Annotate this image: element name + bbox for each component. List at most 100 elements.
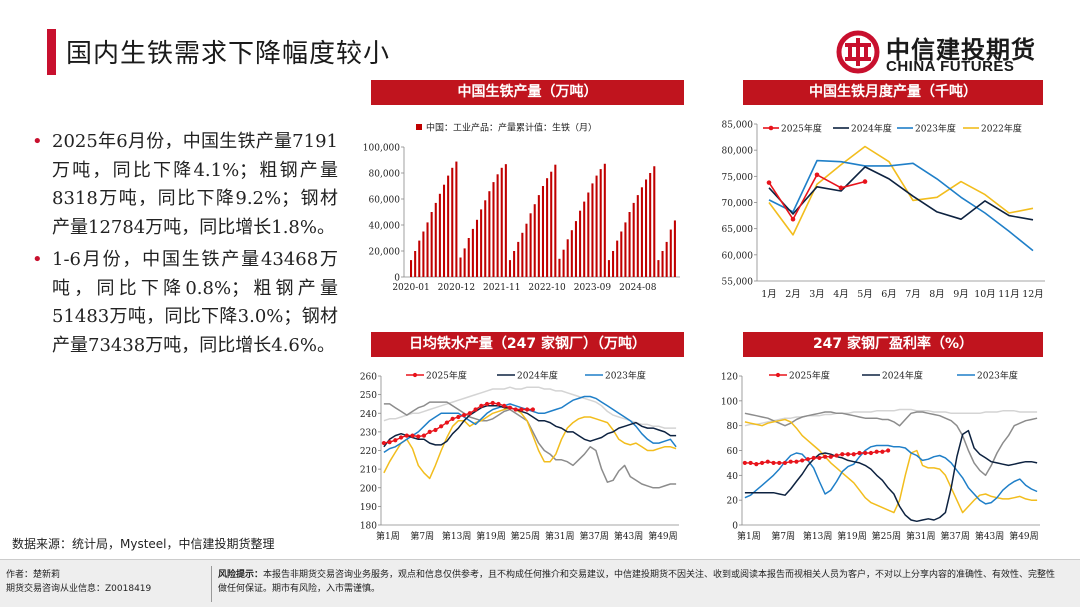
data-point (805, 457, 811, 462)
legend-marker (768, 125, 774, 131)
data-point (479, 403, 484, 408)
data-point (886, 448, 891, 453)
bar (508, 260, 512, 277)
data-point (862, 179, 868, 184)
y-tick-label: 80,000 (722, 147, 754, 157)
legend-label: 2023年度 (915, 123, 956, 135)
x-tick-label: 2月 (785, 289, 801, 300)
y-tick-label: 20,000 (369, 248, 401, 258)
x-tick-label: 第1周 (737, 530, 761, 542)
bar (541, 186, 544, 277)
y-tick-label: 220 (360, 447, 377, 457)
x-tick-label: 第31周 (906, 530, 935, 542)
bar (521, 232, 524, 277)
title-accent-bar (47, 29, 56, 75)
bar (550, 171, 553, 277)
x-tick-label: 9月 (953, 289, 969, 300)
y-tick-label: 80,000 (369, 170, 401, 180)
legend-label: 2023年度 (605, 370, 646, 382)
series-line (744, 411, 1038, 477)
bar (422, 231, 425, 277)
bar (558, 258, 561, 277)
data-point (814, 172, 820, 178)
logo-english-name: CHINA FUTURES (886, 58, 1015, 75)
x-tick-label: 第13周 (442, 530, 471, 542)
x-tick-label: 2021-11 (483, 283, 520, 293)
bar (451, 167, 454, 277)
summary-bullets: • 2025年6月份，中国生铁产量7191万吨，同比下降4.1%；粗钢产量831… (30, 128, 338, 364)
data-point (467, 411, 472, 416)
series-line (768, 166, 1034, 221)
chart-title-daily: 日均铁水产量（247 家钢厂）（万吨） (371, 332, 684, 357)
data-point (427, 429, 432, 434)
bar (579, 210, 582, 277)
data-point (788, 459, 793, 464)
y-tick-label: 40,000 (369, 222, 401, 232)
bar (562, 249, 565, 277)
bar (640, 187, 643, 277)
bar (517, 241, 520, 277)
data-point (794, 459, 799, 464)
y-tick-label: 0 (394, 274, 400, 284)
x-tick-label: 第49周 (1009, 530, 1038, 542)
series-line (768, 145, 1034, 236)
bar (533, 204, 536, 277)
bar (566, 239, 569, 277)
chart-title-monthly: 中国生铁月度产量（千吨） (743, 80, 1043, 105)
x-tick-label: 2024-08 (619, 283, 657, 293)
legend-label: 2022年度 (981, 123, 1022, 135)
bullet-dot-icon: • (32, 131, 43, 152)
bar (484, 200, 487, 277)
bar (616, 240, 619, 277)
data-point (834, 453, 839, 458)
bar (455, 161, 458, 277)
bullet-text: 1-6月份，中国生铁产量43468万吨，同比下降0.8%；粗钢产量51483万吨… (52, 249, 338, 356)
bar (475, 219, 479, 277)
data-point (513, 407, 518, 412)
data-point (790, 216, 796, 222)
data-point (857, 450, 862, 456)
data-point (484, 401, 490, 407)
bar (496, 174, 499, 277)
bullet-item: • 2025年6月份，中国生铁产量7191万吨，同比下降4.1%；粗钢产量831… (30, 128, 338, 242)
bar (603, 163, 606, 277)
data-point (519, 407, 524, 412)
data-point (502, 403, 507, 408)
data-point (880, 449, 885, 454)
series-line (744, 444, 1038, 505)
bar (669, 229, 672, 277)
series-line (383, 405, 677, 448)
bar (570, 230, 573, 277)
bar (673, 220, 676, 277)
bar (467, 238, 470, 277)
bar (612, 251, 615, 277)
series-line (383, 406, 677, 480)
bar (438, 193, 441, 277)
data-point (782, 460, 788, 466)
risk-label: 风险提示： (218, 570, 264, 580)
y-tick-label: 70,000 (722, 199, 754, 209)
bar (657, 260, 660, 277)
bar (583, 201, 586, 277)
bar (492, 182, 495, 277)
y-tick-label: 240 (360, 410, 377, 420)
y-tick-label: 190 (360, 503, 377, 513)
data-point (828, 454, 833, 459)
bar (620, 231, 623, 277)
y-tick-label: 60,000 (369, 196, 401, 206)
y-tick-label: 60,000 (722, 251, 754, 261)
bar (500, 167, 503, 277)
x-tick-label: 第7周 (771, 530, 795, 542)
x-tick-label: 第25周 (872, 530, 901, 542)
data-point (868, 450, 874, 456)
data-point (863, 450, 868, 456)
footer-author: 作者：楚新莉 (6, 570, 61, 580)
footer-author-block: 作者：楚新莉 期货交易咨询从业信息：Z0018419 (6, 568, 151, 596)
data-point (381, 440, 386, 446)
data-point (754, 462, 759, 467)
data-point (525, 407, 530, 412)
x-tick-label: 4月 (833, 289, 849, 300)
